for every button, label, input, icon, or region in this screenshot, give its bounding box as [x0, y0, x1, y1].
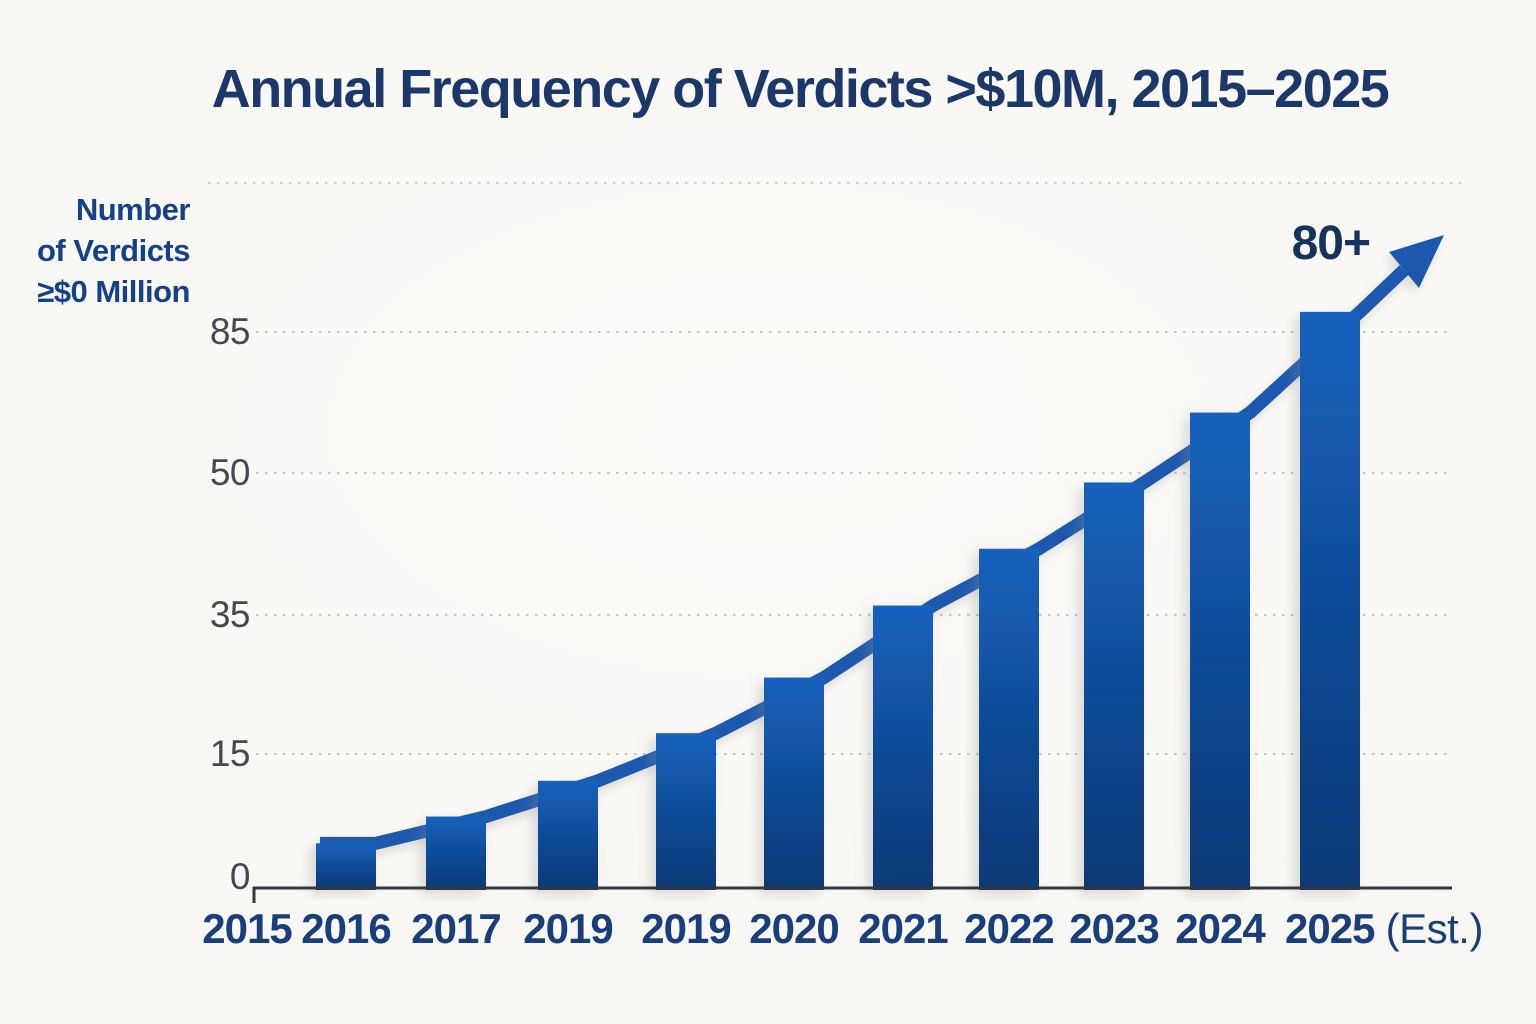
bar-2023-8: [1084, 482, 1144, 890]
bar-2019-4: [656, 733, 716, 890]
bar-2019-3: [538, 780, 598, 890]
y-axis-unit-line-1: Number: [75, 192, 191, 227]
y-axis-unit-line-3: ≥$0 Million: [37, 274, 190, 309]
bar-2022-7: [979, 548, 1039, 890]
bar-2016-1: [316, 843, 376, 890]
bars-group: [316, 311, 1360, 890]
trend-arrowhead-icon: [1389, 235, 1444, 288]
chart-title: Annual Frequency of Verdicts >$10M, 2015…: [211, 59, 1390, 119]
trend-annotation: 80+: [1291, 217, 1371, 270]
y-axis-unit-label: Number of Verdicts ≥$0 Million: [0, 189, 191, 312]
y-axis-unit-line-2: of Verdicts: [37, 233, 191, 268]
bar-2024-9: [1190, 412, 1250, 890]
bar-2017-2: [426, 816, 486, 890]
x-axis-group: [252, 886, 1452, 903]
bar-2020-5: [764, 677, 824, 890]
bar-2021-6: [873, 605, 933, 890]
bar-2025-10: [1300, 311, 1360, 890]
gridlines: [208, 182, 1468, 755]
